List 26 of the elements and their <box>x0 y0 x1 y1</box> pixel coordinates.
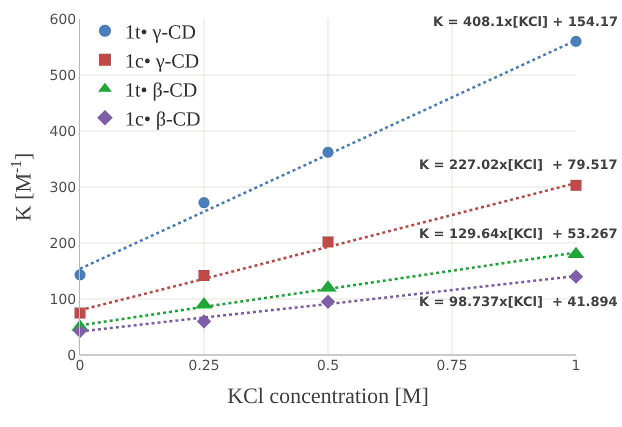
x-tick-label: 0.75 <box>436 358 468 374</box>
y-tick-label: 0 <box>67 348 76 364</box>
legend-label: 1c• γ-CD <box>124 50 200 73</box>
point <box>198 197 210 208</box>
x-tick-label: 0.25 <box>188 358 220 374</box>
point <box>322 236 334 248</box>
annotation: K = 98.737x[KCl] + 41.894 <box>419 295 618 310</box>
x-axis-title: KCl concentration [M] <box>227 382 429 408</box>
annotation: K = 227.02x[KCl] + 79.517 <box>419 158 618 173</box>
legend-label: 1t• β-CD <box>124 80 198 102</box>
point <box>570 36 582 47</box>
y-tick-label: 500 <box>49 68 76 84</box>
y-tick-label: 300 <box>49 180 76 196</box>
y-tick-label: 200 <box>49 236 76 252</box>
y-tick-label: 600 <box>49 12 76 28</box>
legend-label: 1c• β-CD <box>124 108 200 131</box>
x-tick-label: 1 <box>572 358 580 374</box>
y-tick-label: 400 <box>49 124 76 140</box>
point <box>196 314 212 329</box>
legend-label: 1t• γ-CD <box>124 22 196 44</box>
point <box>568 269 584 284</box>
y-tick-label: 100 <box>49 292 76 308</box>
x-tick-label: 0.5 <box>316 358 340 374</box>
annotation: K = 408.1x[KCl] + 154.17 <box>433 15 618 30</box>
point <box>570 180 582 191</box>
annotation: K = 129.64x[KCl] + 53.267 <box>419 227 618 242</box>
